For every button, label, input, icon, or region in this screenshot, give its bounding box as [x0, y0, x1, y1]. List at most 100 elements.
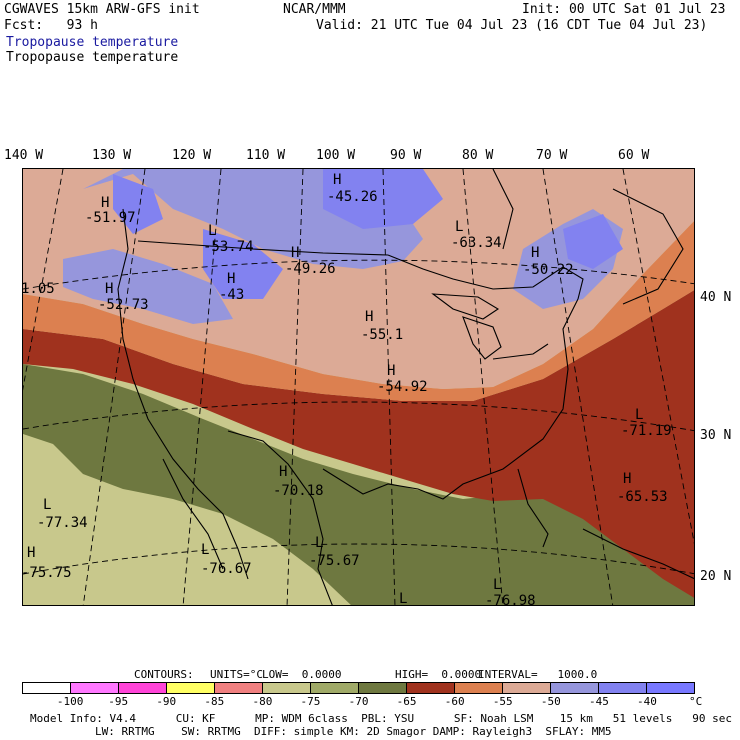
us-canada-border-east: [387, 254, 584, 300]
extremum-type-17: L: [493, 577, 501, 593]
band-olive: [23, 364, 694, 605]
great-lakes-erie-ontario: [492, 343, 549, 360]
extremum-value-11: -70.18: [273, 483, 324, 499]
coastlines-borders: [117, 169, 694, 605]
model-info-line: Model Info: V4.4 CU: KF MP: WDM 6class P…: [30, 712, 732, 725]
colorbar: [22, 682, 695, 694]
grid-lon-120: [82, 169, 146, 605]
extremum-value-15: -75.67: [309, 553, 360, 569]
colorbar-swatch-12: [599, 683, 647, 693]
grid-lon-70: [542, 169, 614, 605]
lat-lon-grid: [23, 169, 694, 605]
great-lakes-superior: [431, 293, 500, 320]
extremum-value-4: -49.26: [285, 261, 336, 277]
model-title: CGWAVES 15km ARW-GFS init: [4, 2, 200, 17]
colorbar-tick-label: -85: [204, 695, 225, 708]
atlantic-gulf-coast: [322, 298, 579, 500]
grid-lon-100: [286, 169, 304, 605]
lon-label-80w: 80 W: [462, 148, 494, 163]
contours-interval: INTERVAL= 1000.0: [478, 668, 598, 681]
extremum-value-1: -45.26: [327, 189, 378, 205]
lat-label-40n: 40 N: [700, 290, 732, 305]
extremum-value-8: -55.1: [361, 327, 403, 343]
extremum-type-4: H: [291, 245, 299, 261]
us-canada-border-west: [137, 240, 389, 256]
edge-value: 1.05: [23, 281, 55, 297]
colorbar-swatch-5: [263, 683, 311, 693]
extremum-type-18: L: [399, 591, 407, 606]
lon-label-120w: 120 W: [172, 148, 212, 163]
contours-low: LOW= 0.0000: [262, 668, 342, 681]
colorbar-tick-label: -65: [396, 695, 417, 708]
extremum-type-1: H: [333, 172, 341, 188]
grid-lon-130: [23, 169, 64, 391]
colorbar-unit-label: °C: [689, 695, 703, 708]
map-panel: H -51.97 H -45.26 L -53.74 L -63.34 H -4…: [22, 168, 695, 606]
physics-info-line: LW: RRTMG SW: RRTMG DIFF: simple KM: 2D …: [95, 725, 612, 738]
us-mexico-border: [227, 430, 333, 605]
extremum-type-16: H: [27, 545, 35, 561]
colorbar-swatch-8: [407, 683, 455, 693]
colorbar-swatch-4: [215, 683, 263, 693]
colorbar-tick-label: -40: [637, 695, 657, 708]
extremum-value-16: -75.75: [23, 565, 72, 581]
field-title-primary: Tropopause temperature: [6, 35, 179, 50]
extremum-value-14: -76.67: [201, 561, 252, 577]
extremum-value-0: -51.97: [85, 210, 136, 226]
contours-units: UNITS=°C: [210, 668, 263, 681]
pacific-coastline: [117, 208, 249, 580]
lon-label-130w: 130 W: [92, 148, 132, 163]
extremum-value-9: -54.92: [377, 379, 428, 395]
colorbar-swatch-7: [359, 683, 407, 693]
colorbar-tick-label: -100: [56, 695, 84, 708]
florida-peninsula: [517, 468, 549, 548]
lon-label-90w: 90 W: [390, 148, 422, 163]
extremum-type-2: L: [208, 223, 216, 239]
extremum-type-5: H: [227, 271, 235, 287]
lon-label-100w: 100 W: [316, 148, 356, 163]
temperature-field-map: H -51.97 H -45.26 L -53.74 L -63.34 H -4…: [23, 169, 694, 606]
extremum-value-17: -76.98: [485, 593, 536, 606]
colorbar-tick-label: -55: [492, 695, 513, 708]
extremum-type-9: H: [387, 363, 395, 379]
colorbar-tick-label: -50: [540, 695, 561, 708]
colorbar-swatch-9: [455, 683, 503, 693]
contours-label: CONTOURS:: [134, 668, 194, 681]
valid-time: Valid: 21 UTC Tue 04 Jul 23 (16 CDT Tue …: [316, 18, 708, 33]
extremum-type-0: H: [101, 195, 109, 211]
extremum-value-13: -77.34: [37, 515, 88, 531]
organization-label: NCAR/MMM: [283, 2, 346, 17]
lat-label-30n: 30 N: [700, 428, 732, 443]
colorbar-swatch-13: [647, 683, 694, 693]
extremum-type-13: L: [43, 497, 51, 513]
colorbar-swatch-3: [167, 683, 215, 693]
contours-high: HIGH= 0.0000: [395, 668, 482, 681]
init-time: Init: 00 UTC Sat 01 Jul 23: [522, 2, 726, 17]
extremum-type-15: L: [315, 535, 323, 551]
grid-lon-110: [182, 169, 222, 605]
colorbar-tick-label: -80: [252, 695, 273, 708]
extremum-type-12: H: [623, 471, 631, 487]
extremum-type-10: L: [635, 407, 643, 423]
lon-label-60w: 60 W: [618, 148, 650, 163]
colorbar-tick-label: -45: [588, 695, 609, 708]
colorbar-tick-label: -75: [300, 695, 321, 708]
colorbar-swatch-0: [23, 683, 71, 693]
great-lakes-michigan-huron: [462, 316, 502, 360]
extremum-type-6: H: [531, 245, 539, 261]
extrema-labels: H -51.97 H -45.26 L -53.74 L -63.34 H -4…: [23, 172, 672, 606]
extremum-type-11: H: [279, 464, 287, 480]
grid-lon-80: [462, 169, 504, 605]
colorbar-tick-label: -90: [156, 695, 177, 708]
lon-label-110w: 110 W: [246, 148, 286, 163]
band-red: [23, 290, 694, 598]
grid-lon-60: [622, 169, 694, 545]
band-lavender: [63, 169, 623, 324]
colorbar-swatch-6: [311, 683, 359, 693]
colorbar-swatch-11: [551, 683, 599, 693]
colorbar-swatch-1: [71, 683, 119, 693]
extremum-type-8: H: [365, 309, 373, 325]
extremum-value-10: -71.19: [621, 423, 672, 439]
colorbar-tick-label: -95: [108, 695, 129, 708]
colorbar-tick-label: -70: [348, 695, 369, 708]
